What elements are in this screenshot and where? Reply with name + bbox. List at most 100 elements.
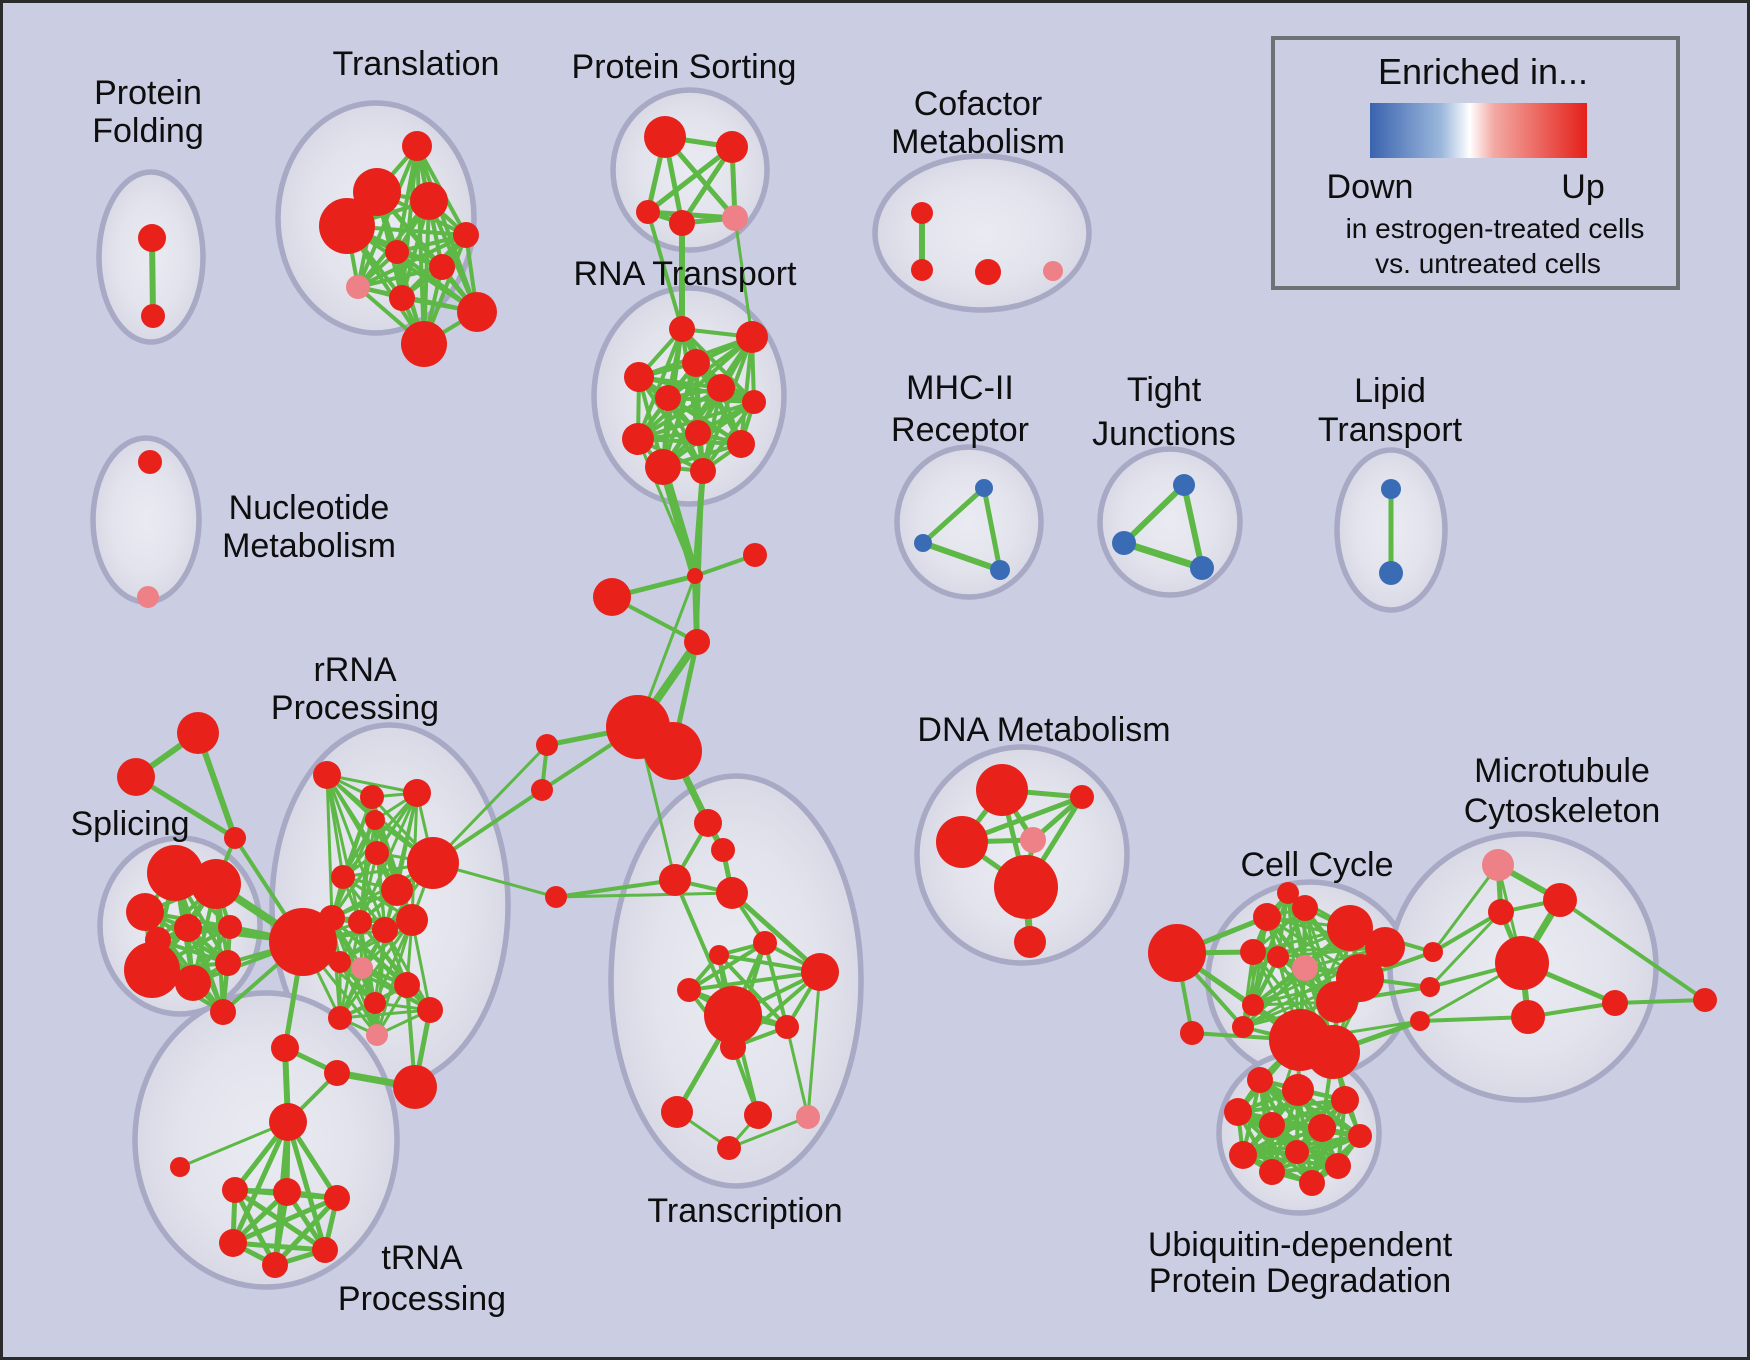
node-tn6-red [312,1237,338,1263]
cluster-protein-folding-label: Folding [92,112,204,150]
node-cc13-red [1232,1016,1254,1038]
node-mh2-blue [914,534,932,552]
edge-mh1-mh3 [981,485,1003,573]
cluster-trna-processing-label: Processing [338,1280,506,1318]
edge-tx4-tx9 [729,890,823,975]
edge-rr15-rr20 [338,960,379,1037]
cluster-rrna-processing-label: Processing [271,689,439,727]
cluster-splicing-label: Splicing [70,805,189,843]
edge-tg2-tg3 [133,774,238,841]
edge-cx3-mt5 [1418,1015,1530,1023]
edge-sp4-sp9 [186,926,225,1014]
cluster-nucleotide-metabolism-label: Nucleotide [229,489,390,527]
legend-subtitle-line1: in estrogen-treated cells [1346,213,1645,244]
edge-rt6-rt7 [666,396,756,404]
node-rt3-red [624,362,654,392]
edge-cx2-mt3 [1428,910,1503,989]
edge-ps2-ps3 [645,144,735,215]
node-ps5-pink [722,205,748,231]
edge-mh1-mh2 [920,485,987,546]
node-dm1-red [976,764,1028,816]
node-rr15-red [329,951,351,973]
node-cc8-red [1267,946,1289,968]
edge-ub7-ub11 [1270,1134,1362,1174]
edge-tx5-tx4 [554,891,734,899]
node-tx1-red [694,809,722,837]
node-pf2-red [141,304,165,328]
node-rt2-red [736,321,768,353]
node-rt8-red [685,420,711,446]
edge-mt2-mt7 [1558,898,1707,1002]
edge-tx7-tx11 [717,953,789,1029]
node-sp6-red [124,942,180,998]
node-rt9-red [622,423,654,455]
node-rr1-red [313,761,341,789]
node-ub4-red [1224,1098,1252,1126]
node-ub1-red [1247,1067,1273,1093]
edge-ps5-rt2 [733,216,754,339]
legend-box [1271,36,1680,290]
node-ub12-red [1299,1170,1325,1196]
edge-mt6-mt7 [1613,998,1707,1005]
node-hb1-red [593,578,631,616]
node-tr10-red [457,292,497,332]
edge-rt2-rt10 [739,335,754,446]
cluster-rrna-processing-label: rRNA [313,651,396,689]
node-rr14-pink [351,957,373,979]
node-sp7-red [175,965,211,1001]
edge-ch4-ch5 [178,1120,290,1169]
edge-tx15-tx16 [727,1115,810,1150]
node-tn4-red [219,1229,247,1257]
node-tj1-blue [1173,474,1195,496]
edge-tx8-tx9 [687,970,822,992]
node-mh1-blue [975,479,993,497]
node-rt12-red [690,458,716,484]
node-ps4-red [669,210,695,236]
node-nm1-red [138,450,162,474]
node-tx13-red [661,1096,693,1128]
edge-tj1-tj2 [1121,482,1187,546]
node-cx2-red [1420,977,1440,997]
node-rr20-pink [366,1024,388,1046]
node-tx12-red [720,1034,746,1060]
node-cc11-red [1316,981,1358,1023]
node-sp5-red [218,915,242,939]
node-mp2-red [644,722,702,780]
node-tr1-red [402,131,432,161]
cluster-cofactor-metabolism-label: Metabolism [891,123,1065,161]
node-tg2-red [117,758,155,796]
node-rr18-red [364,992,386,1014]
cluster-tight-junctions-label: Junctions [1092,415,1236,453]
node-tx11-red [775,1015,799,1039]
cluster-mhc-ii-receptor-label: MHC-II [906,369,1014,407]
node-ps1-red [644,116,686,158]
node-sp10-red [145,927,171,953]
cluster-ubiquitin-degradation-label: Ubiquitin-dependent [1148,1226,1453,1264]
edge-tn1-tn5 [232,1187,278,1268]
edge-tx6-tx8 [687,941,767,992]
node-mh3-blue [990,560,1010,580]
node-cx3-red [1410,1011,1430,1031]
node-tr9-red [389,285,415,311]
edge-rt7-rt12 [701,400,756,473]
cluster-lipid-transport-label: Transport [1318,411,1463,449]
node-rr10-red [348,910,372,934]
edge-cn1-rr8 [431,743,549,865]
edge-tn3-tn4 [230,1195,340,1246]
node-dm6-red [1014,926,1046,958]
legend-up-label: Up [1561,168,1604,206]
node-mt7-red [1693,988,1717,1012]
node-tx5-red [545,886,567,908]
node-rr5-red [365,841,389,865]
cluster-mhc-ii-receptor-ellipse [894,444,1044,600]
node-tj3-blue [1190,556,1214,580]
node-dm3-red [936,816,988,868]
node-dm4-pink [1020,827,1046,853]
node-rt5-red [707,374,735,402]
node-rr4-red [365,810,385,830]
edge-tr1-tr8 [356,144,419,289]
node-rr17-red [417,997,443,1023]
node-sp3-red [126,893,164,931]
node-ub11-red [1259,1159,1285,1185]
